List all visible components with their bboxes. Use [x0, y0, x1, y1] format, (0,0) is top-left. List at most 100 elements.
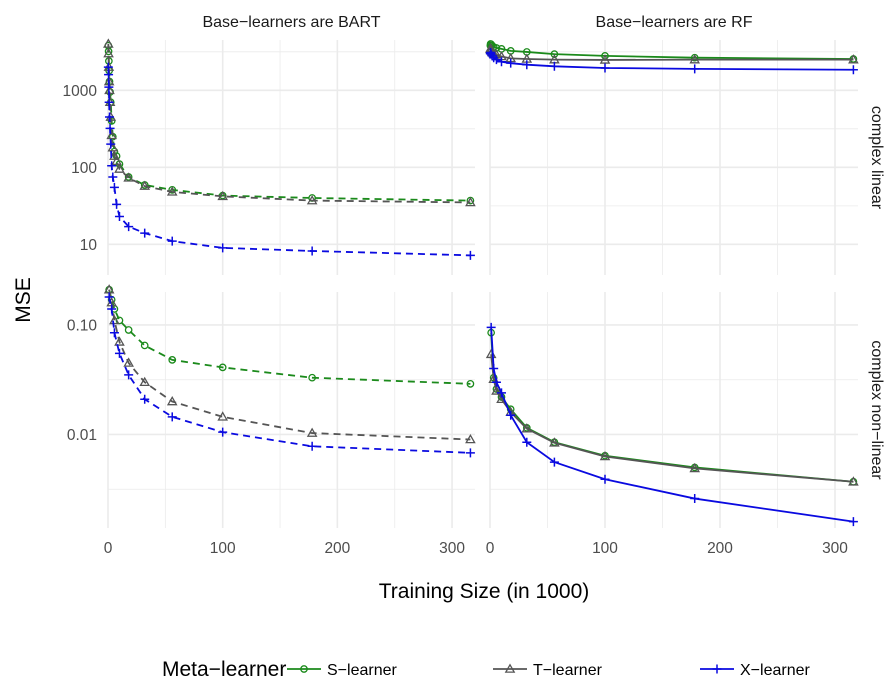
data-point	[506, 410, 516, 420]
x-tick-label: 100	[592, 540, 618, 557]
series-t-learner	[103, 38, 476, 207]
panel-0-0	[103, 38, 476, 275]
data-point	[306, 427, 318, 437]
series-line	[107, 43, 471, 204]
data-point	[111, 155, 122, 166]
data-point	[167, 412, 177, 422]
data-point	[465, 433, 476, 444]
data-point	[104, 112, 114, 122]
data-point	[103, 48, 114, 58]
series-x-learner	[104, 292, 475, 458]
y-tick-label: 10	[80, 237, 98, 254]
data-point	[690, 64, 700, 74]
data-point	[491, 55, 501, 65]
series-line	[108, 289, 471, 441]
legend-item-x-learner: X−learner	[700, 662, 810, 679]
data-point	[848, 476, 859, 486]
x-tick-label: 200	[324, 540, 350, 557]
data-point	[104, 70, 114, 80]
data-point	[218, 363, 227, 372]
series-line	[107, 67, 471, 257]
panel-1-1	[485, 292, 859, 528]
data-point	[307, 246, 317, 256]
data-point	[104, 292, 114, 302]
y-tick-label: 1000	[63, 83, 98, 100]
data-point	[465, 448, 475, 458]
data-point	[139, 180, 151, 190]
data-point	[689, 462, 701, 473]
data-point	[465, 196, 476, 207]
series-s-learner	[487, 328, 858, 486]
data-point	[466, 379, 475, 388]
series-line	[108, 289, 471, 385]
series-t-learner	[103, 284, 476, 444]
data-point	[123, 357, 134, 367]
data-point	[549, 61, 559, 71]
series-line	[108, 296, 471, 454]
data-point	[140, 394, 150, 404]
x-tick-label: 300	[439, 540, 465, 557]
data-point	[549, 437, 560, 447]
data-point	[491, 385, 502, 395]
data-point	[217, 190, 229, 201]
x-tick-label: 0	[486, 540, 495, 557]
data-point	[307, 441, 317, 451]
data-point	[600, 63, 610, 73]
x-tick-label: 300	[822, 540, 848, 557]
data-point	[689, 54, 701, 64]
data-point	[848, 54, 859, 64]
legend-key-marker	[712, 664, 722, 674]
series-t-learner	[485, 348, 859, 486]
data-point	[106, 139, 116, 149]
data-point	[522, 437, 532, 447]
data-point	[487, 51, 497, 61]
facet-strip-row: complex linear	[868, 106, 885, 210]
data-point	[489, 364, 499, 374]
data-point	[114, 163, 125, 173]
data-point	[521, 423, 533, 433]
data-point	[506, 58, 516, 68]
data-point	[497, 57, 506, 67]
data-point	[848, 517, 858, 527]
data-point	[550, 50, 559, 58]
facet-strip-row: complex non−linear	[868, 340, 885, 480]
data-point	[105, 123, 115, 133]
data-point	[217, 411, 229, 421]
facet-strip-column: Base−learners are BART	[202, 14, 380, 31]
data-point	[109, 314, 120, 325]
data-point	[522, 60, 532, 70]
legend-key-marker	[300, 665, 308, 673]
series-line	[490, 327, 854, 523]
legend-title: Meta−learner	[162, 658, 286, 681]
x-tick-label: 200	[707, 540, 733, 557]
y-tick-label: 100	[71, 160, 97, 177]
data-point	[168, 356, 177, 364]
data-point	[104, 97, 114, 107]
panels	[103, 38, 859, 528]
series-x-learner	[485, 47, 858, 75]
data-point	[599, 450, 611, 461]
data-point	[114, 348, 124, 358]
data-point	[140, 228, 150, 238]
series-line	[107, 45, 471, 202]
data-point	[107, 304, 117, 314]
data-point	[106, 129, 117, 140]
data-point	[549, 457, 559, 467]
data-point	[114, 211, 124, 221]
data-point	[139, 376, 151, 387]
series-line	[490, 354, 854, 483]
series-line	[489, 49, 854, 71]
y-tick-label: 0.10	[67, 317, 98, 334]
data-point	[123, 172, 134, 182]
data-point	[124, 222, 134, 232]
data-point	[112, 199, 122, 209]
series-x-learner	[486, 322, 858, 527]
legend-label: T−learner	[533, 662, 603, 679]
data-point	[218, 243, 228, 253]
data-point	[107, 161, 117, 171]
data-point	[109, 182, 119, 192]
data-point	[108, 172, 118, 182]
data-point	[166, 186, 178, 196]
panel-0-1	[485, 40, 859, 275]
